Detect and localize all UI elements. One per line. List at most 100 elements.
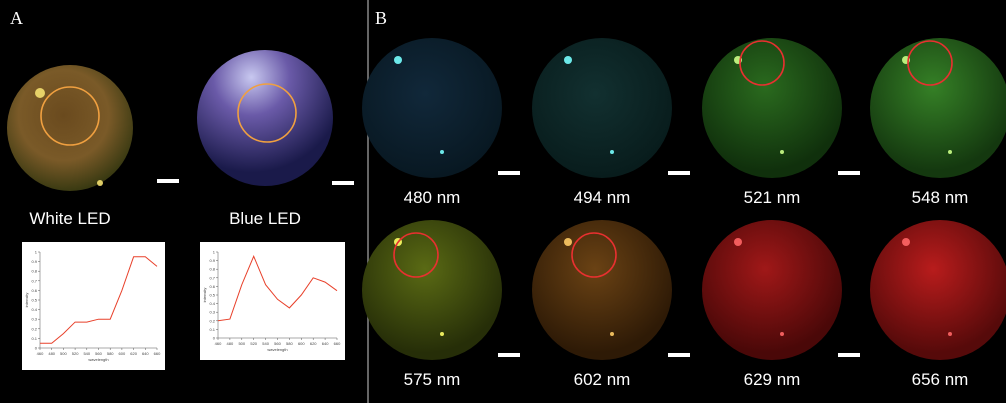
y-tick-label: 0.7 — [209, 275, 215, 280]
spot — [780, 150, 784, 154]
y-tick-label: 0.8 — [31, 269, 37, 274]
x-tick-label: 600 — [298, 341, 305, 346]
scale-bar — [498, 171, 520, 175]
y-tick-label: 1 — [213, 250, 216, 255]
region-circle — [571, 232, 617, 278]
spot — [902, 238, 910, 246]
y-tick-label: 0.4 — [31, 307, 37, 312]
spot — [564, 56, 572, 64]
panel-label: A — [10, 8, 23, 28]
y-tick-label: 0 — [35, 346, 38, 351]
scale-bar — [157, 179, 179, 183]
x-tick-label: 660 — [334, 341, 341, 346]
scale-bar — [498, 353, 520, 357]
image-label: 656 nm — [912, 370, 969, 389]
panel-label: B — [375, 8, 387, 28]
x-tick-label: 540 — [83, 351, 90, 356]
x-axis-label: wavelength — [267, 347, 287, 352]
region-circle — [739, 40, 785, 86]
image-label: 521 nm — [744, 188, 801, 207]
y-tick-label: 1 — [35, 250, 38, 255]
x-tick-label: 480 — [48, 351, 55, 356]
y-tick-label: 0.5 — [31, 298, 37, 303]
y-tick-label: 0.3 — [209, 310, 215, 315]
image — [362, 220, 502, 360]
image-label: Blue LED — [229, 209, 301, 228]
x-tick-label: 460 — [37, 351, 44, 356]
y-tick-label: 0.2 — [31, 326, 37, 331]
x-tick-label: 460 — [215, 341, 222, 346]
spectrum-line — [217, 255, 338, 322]
y-tick-label: 0 — [213, 336, 216, 341]
image-label: 494 nm — [574, 188, 631, 207]
y-tick-label: 0.9 — [31, 259, 37, 264]
spot — [610, 332, 614, 336]
x-tick-label: 660 — [154, 351, 161, 356]
spot — [734, 238, 742, 246]
x-tick-label: 600 — [119, 351, 126, 356]
y-axis-label: intensity — [202, 288, 207, 303]
image — [702, 220, 842, 360]
image — [7, 65, 133, 191]
image — [532, 220, 672, 360]
x-tick-label: 580 — [286, 341, 293, 346]
x-tick-label: 620 — [130, 351, 137, 356]
x-axis-label: wavelength — [88, 357, 108, 362]
region-circle — [237, 83, 297, 143]
plot-background — [200, 242, 345, 360]
region-circle — [40, 86, 100, 146]
spot — [35, 88, 45, 98]
plot-background — [22, 242, 165, 370]
x-tick-label: 480 — [227, 341, 234, 346]
x-tick-label: 500 — [238, 341, 245, 346]
y-tick-label: 0.9 — [209, 258, 215, 263]
spot — [440, 150, 444, 154]
y-tick-label: 0.1 — [31, 336, 37, 341]
image — [197, 50, 333, 186]
spot — [564, 238, 572, 246]
y-axis-label: intensity — [24, 293, 29, 308]
x-tick-label: 560 — [95, 351, 102, 356]
image — [870, 38, 1006, 178]
y-tick-label: 0.6 — [31, 288, 37, 293]
x-tick-label: 580 — [107, 351, 114, 356]
spot — [948, 332, 952, 336]
y-tick-label: 0.8 — [209, 267, 215, 272]
spectrum-line — [40, 256, 158, 344]
scale-bar — [668, 171, 690, 175]
y-tick-label: 0.2 — [209, 318, 215, 323]
y-tick-label: 0.5 — [209, 293, 215, 298]
x-tick-label: 620 — [310, 341, 317, 346]
image-label: 602 nm — [574, 370, 631, 389]
image — [702, 38, 842, 178]
spot — [610, 150, 614, 154]
x-tick-label: 520 — [250, 341, 257, 346]
scale-bar — [838, 353, 860, 357]
y-tick-label: 0.3 — [31, 317, 37, 322]
x-tick-label: 540 — [262, 341, 269, 346]
y-tick-label: 0.1 — [209, 327, 215, 332]
scale-bar — [668, 353, 690, 357]
scale-bar — [838, 171, 860, 175]
x-tick-label: 560 — [274, 341, 281, 346]
y-tick-label: 0.4 — [209, 301, 215, 306]
region-circle — [393, 232, 439, 278]
spot — [440, 332, 444, 336]
image — [362, 38, 502, 178]
spot — [948, 150, 952, 154]
y-tick-label: 0.6 — [209, 284, 215, 289]
image-label: 548 nm — [912, 188, 969, 207]
spot — [97, 180, 103, 186]
x-tick-label: 640 — [142, 351, 149, 356]
x-tick-label: 520 — [72, 351, 79, 356]
image-label: White LED — [29, 209, 110, 228]
scale-bar — [332, 181, 354, 185]
spot — [394, 56, 402, 64]
x-tick-label: 640 — [322, 341, 329, 346]
image — [532, 38, 672, 178]
y-tick-label: 0.7 — [31, 278, 37, 283]
image-label: 480 nm — [404, 188, 461, 207]
x-tick-label: 500 — [60, 351, 67, 356]
spot — [780, 332, 784, 336]
